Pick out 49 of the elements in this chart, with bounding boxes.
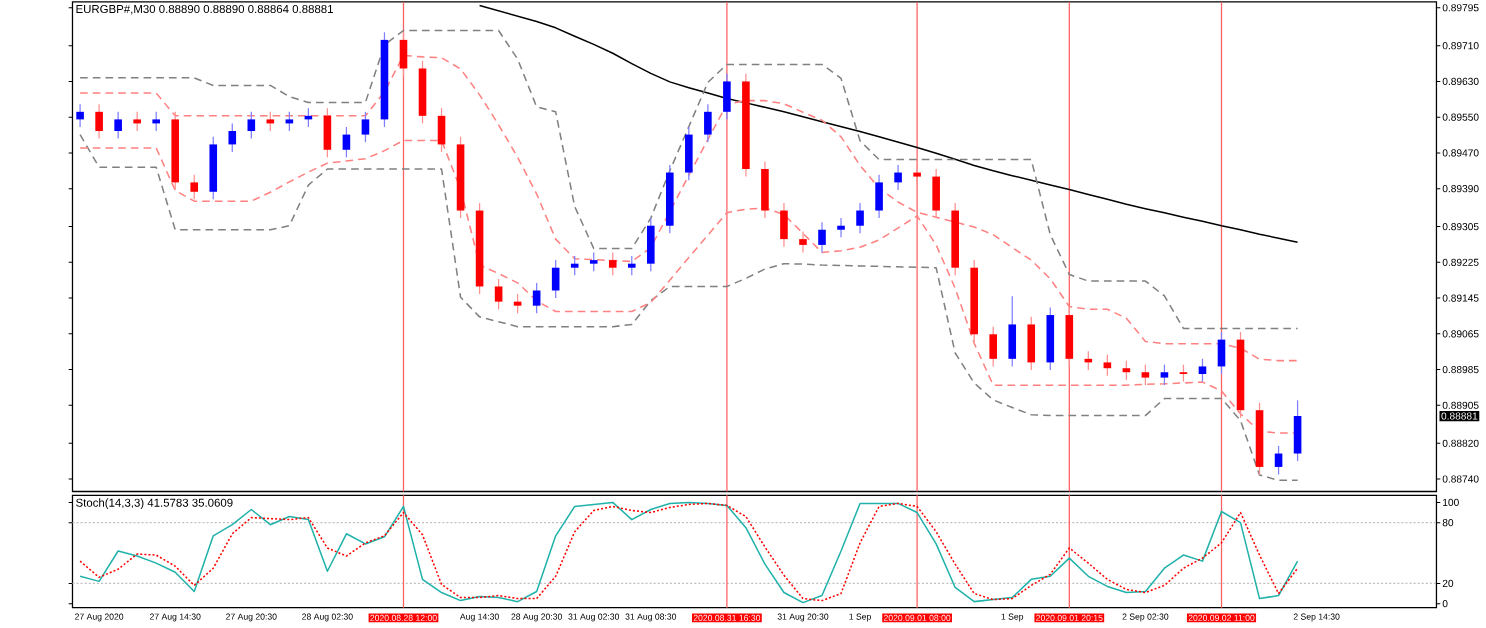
- candlestick: [1103, 353, 1112, 377]
- candlestick: [95, 103, 103, 139]
- candlestick: [894, 164, 902, 191]
- candlestick: [570, 255, 579, 276]
- candlestick: [494, 277, 503, 310]
- candlestick: [1198, 357, 1207, 382]
- candlestick: [266, 110, 275, 132]
- candlestick: [723, 72, 731, 120]
- candlestick: [780, 201, 788, 248]
- candlestick: [856, 201, 864, 234]
- candlestick: [875, 173, 883, 219]
- candlestick: [704, 103, 712, 143]
- candlestick: [1065, 306, 1074, 367]
- candlestick: [437, 107, 446, 153]
- candlestick: [761, 160, 769, 219]
- candlestick: [837, 217, 845, 238]
- candlestick: [1046, 306, 1055, 371]
- candlestick: [190, 173, 199, 200]
- candlestick: [76, 103, 84, 128]
- candlestick: [532, 281, 541, 314]
- candlestick: [627, 255, 636, 276]
- candlestick: [608, 251, 617, 276]
- candlestick: [589, 251, 598, 272]
- candlestick: [646, 217, 655, 272]
- candlestick: [323, 107, 332, 158]
- candlestick: [114, 110, 122, 139]
- candlestick: [913, 164, 921, 185]
- candlestick: [989, 325, 998, 367]
- candlestick: [418, 59, 427, 124]
- candlestick: [799, 230, 807, 253]
- candlestick: [513, 293, 522, 314]
- candlestick: [818, 221, 826, 253]
- candlestick: [1160, 363, 1169, 386]
- candlestick: [1122, 359, 1131, 381]
- candlestick: [228, 122, 237, 153]
- candlestick: [1141, 363, 1150, 386]
- candlestick: [342, 126, 351, 158]
- candlestick: [685, 126, 693, 181]
- candlestick: [285, 110, 294, 132]
- candlestick: [1293, 399, 1302, 462]
- candlestick: [932, 168, 940, 219]
- candlestick: [1027, 315, 1036, 371]
- candlestick: [1008, 295, 1017, 367]
- candlestick: [133, 110, 141, 132]
- candlestick: [399, 31, 408, 77]
- candlestick: [247, 110, 256, 139]
- candlestick: [152, 110, 160, 132]
- candlestick: [209, 135, 218, 200]
- candlestick: [361, 110, 370, 143]
